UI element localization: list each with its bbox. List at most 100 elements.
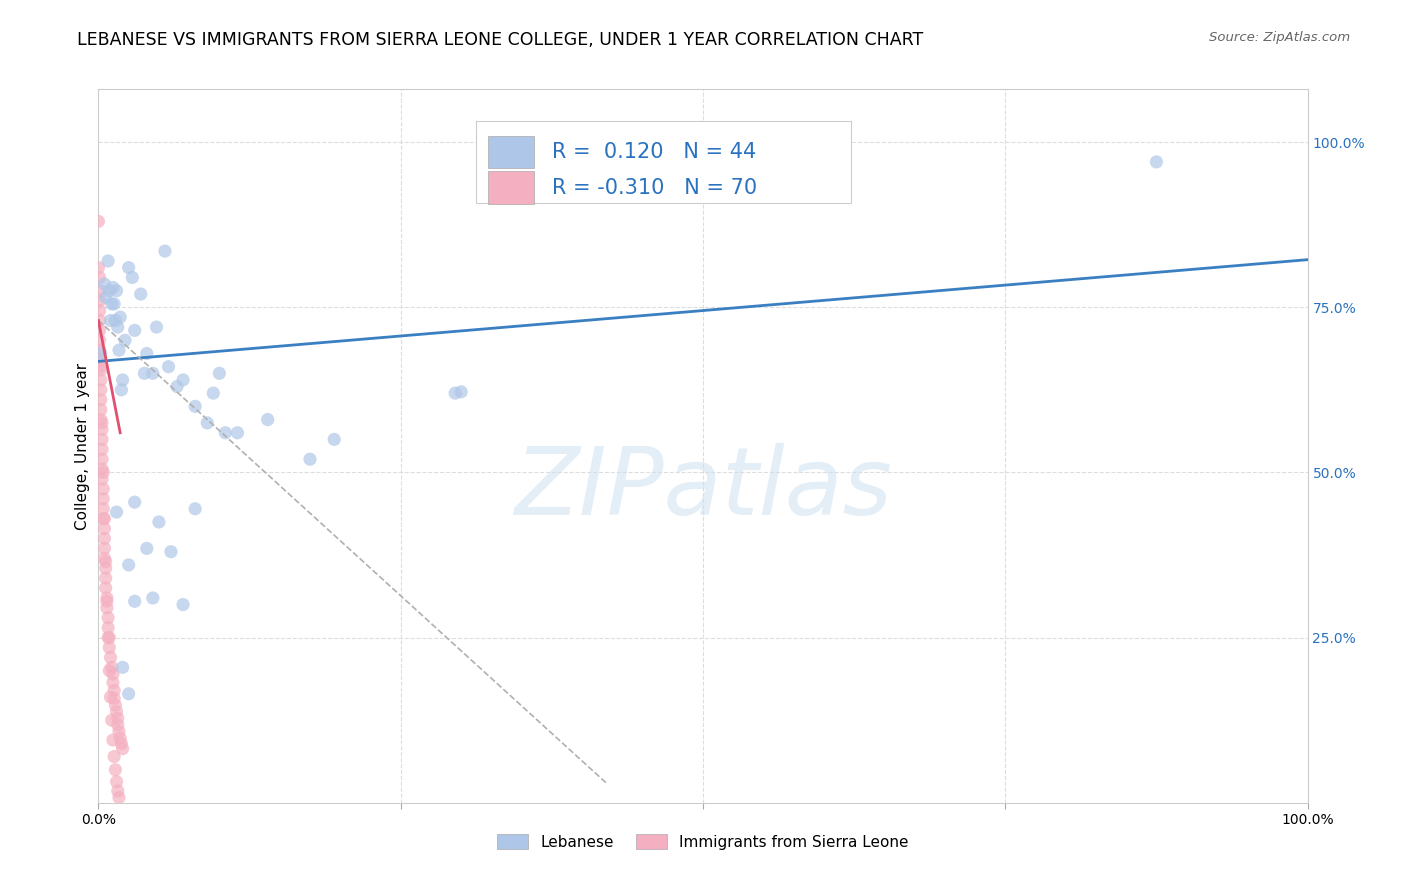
Point	[89, 284, 111, 298]
Point	[87, 214, 110, 228]
Point	[90, 346, 112, 360]
Point	[90, 383, 112, 397]
Text: R =  0.120   N = 44: R = 0.120 N = 44	[551, 142, 756, 162]
Point	[97, 621, 120, 635]
Point	[98, 664, 121, 678]
Point	[157, 359, 180, 374]
Point	[89, 270, 111, 285]
Point	[89, 293, 111, 308]
Point	[121, 270, 143, 285]
Point	[104, 698, 127, 712]
Point	[142, 367, 165, 381]
Point	[101, 675, 124, 690]
Point	[107, 718, 129, 732]
Point	[135, 346, 157, 360]
Point	[101, 733, 124, 747]
Point	[91, 482, 114, 496]
Point	[96, 600, 118, 615]
Point	[124, 594, 146, 608]
Point	[93, 532, 115, 546]
FancyBboxPatch shape	[475, 121, 851, 203]
Point	[111, 741, 134, 756]
Y-axis label: College, Under 1 year: College, Under 1 year	[75, 362, 90, 530]
Point	[91, 433, 114, 447]
Text: ZIPatlas: ZIPatlas	[515, 443, 891, 534]
Point	[100, 313, 122, 327]
Point	[94, 290, 117, 304]
Point	[153, 244, 176, 258]
Point	[124, 495, 146, 509]
Point	[90, 373, 112, 387]
Point	[135, 541, 157, 556]
Point	[91, 442, 114, 457]
Text: LEBANESE VS IMMIGRANTS FROM SIERRA LEONE COLLEGE, UNDER 1 YEAR CORRELATION CHART: LEBANESE VS IMMIGRANTS FROM SIERRA LEONE…	[77, 31, 924, 49]
Point	[107, 320, 129, 334]
Point	[103, 297, 125, 311]
Point	[100, 297, 122, 311]
Point	[202, 386, 225, 401]
Point	[142, 591, 165, 605]
Point	[444, 386, 467, 401]
Point	[100, 650, 122, 665]
Point	[93, 522, 115, 536]
Point	[108, 724, 131, 739]
Point	[103, 691, 125, 706]
Point	[101, 667, 124, 681]
Point	[105, 284, 128, 298]
Point	[93, 551, 115, 566]
Point	[89, 313, 111, 327]
Point	[91, 416, 114, 430]
Point	[108, 790, 131, 805]
Point	[91, 511, 114, 525]
Point	[108, 731, 131, 745]
Point	[108, 343, 131, 358]
Point	[89, 353, 111, 368]
Point	[101, 280, 124, 294]
Point	[104, 313, 127, 327]
Point	[103, 683, 125, 698]
Point	[89, 303, 111, 318]
Point	[94, 571, 117, 585]
Point	[184, 400, 207, 414]
Point	[91, 422, 114, 436]
Point	[91, 491, 114, 506]
Point	[118, 558, 141, 572]
Point	[90, 363, 112, 377]
Point	[145, 320, 167, 334]
Point	[93, 511, 115, 525]
Point	[148, 515, 170, 529]
Point	[93, 541, 115, 556]
Point	[90, 412, 112, 426]
Point	[94, 555, 117, 569]
Point	[114, 333, 136, 347]
Point	[323, 433, 346, 447]
Point	[104, 763, 127, 777]
Point	[160, 545, 183, 559]
Point	[450, 384, 472, 399]
Point	[90, 392, 112, 407]
Point	[226, 425, 249, 440]
Point	[108, 310, 131, 325]
Point	[93, 277, 115, 292]
Point	[172, 373, 194, 387]
FancyBboxPatch shape	[488, 136, 534, 169]
Point	[299, 452, 322, 467]
Point	[100, 660, 122, 674]
Text: R = -0.310   N = 70: R = -0.310 N = 70	[551, 178, 756, 198]
Point	[89, 323, 111, 337]
Point	[97, 611, 120, 625]
Point	[111, 660, 134, 674]
Point	[195, 416, 218, 430]
Point	[91, 452, 114, 467]
Point	[103, 749, 125, 764]
Point	[134, 367, 156, 381]
Point	[97, 254, 120, 268]
Point	[90, 359, 112, 374]
Point	[214, 425, 236, 440]
Point	[100, 713, 122, 727]
Point	[107, 784, 129, 798]
Point	[94, 581, 117, 595]
Point	[100, 690, 122, 704]
Point	[256, 412, 278, 426]
FancyBboxPatch shape	[488, 171, 534, 204]
